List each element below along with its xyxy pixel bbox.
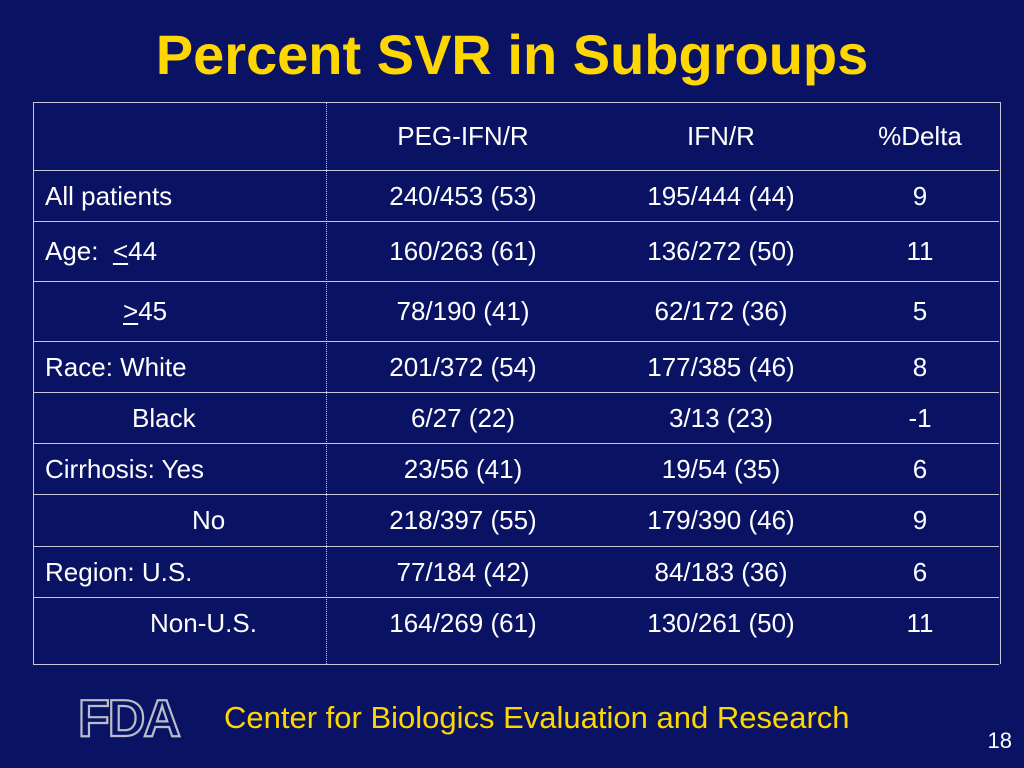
- row-label: Non-U.S.: [45, 598, 430, 639]
- row-label-prefix: Race: White: [45, 351, 187, 382]
- row-label: Region: U.S.: [45, 547, 325, 597]
- slide-title: Percent SVR in Subgroups: [155, 23, 869, 86]
- ifn-value: 130/261 (50): [647, 608, 795, 638]
- row-label-prefix: Non-U.S.: [150, 608, 257, 638]
- header-cell-peg-ifn-r: PEG-IFN/R: [397, 121, 529, 151]
- table-row: Race: White 201/372 (54) 177/385 (46) 8: [33, 342, 999, 393]
- peg-value: 201/372 (54): [389, 351, 537, 382]
- row-label-prefix: All patients: [45, 180, 173, 211]
- row-label: No: [45, 495, 472, 546]
- delta-value: 11: [906, 608, 934, 638]
- fda-logo-text: FDA: [78, 690, 180, 744]
- ifn-value: 177/385 (46): [647, 351, 795, 382]
- ifn-value: 62/172 (36): [654, 296, 788, 326]
- delta-value: 9: [912, 505, 928, 535]
- table-row: All patients 240/453 (53) 195/444 (44) 9: [33, 171, 999, 222]
- delta-value: 11: [906, 236, 934, 266]
- row-label: Race: White: [45, 342, 325, 392]
- peg-value: 218/397 (55): [389, 505, 537, 535]
- header-cell-ifn-r: IFN/R: [687, 121, 755, 151]
- row-label-prefix: No: [192, 505, 226, 535]
- table-row: Black 6/27 (22) 3/13 (23) -1: [33, 393, 999, 444]
- header-cell-label: [45, 103, 325, 170]
- row-label: >45: [45, 282, 403, 341]
- table-header-row: PEG-IFN/R IFN/R %Delta: [33, 103, 999, 171]
- delta-value: 6: [912, 453, 928, 484]
- results-table: [33, 102, 1001, 664]
- row-label-prefix: Region: U.S.: [45, 556, 193, 587]
- row-label: All patients: [45, 171, 325, 221]
- column-divider: [326, 103, 327, 664]
- header-cell-delta: %Delta: [878, 121, 962, 151]
- row-label-suffix: 45: [138, 296, 168, 326]
- table-row: Non-U.S. 164/269 (61) 130/261 (50) 11: [33, 598, 999, 665]
- row-label: Black: [45, 393, 412, 443]
- row-label-suffix: 44: [128, 236, 158, 266]
- delta-value: 6: [912, 556, 928, 587]
- fda-logo: FDA: [77, 690, 184, 744]
- ifn-value: 179/390 (46): [647, 505, 795, 535]
- delta-value: -1: [908, 402, 932, 433]
- center-name: Center for Biologics Evaluation and Rese…: [224, 700, 850, 735]
- table-row: Age: <44 160/263 (61) 136/272 (50) 11: [33, 222, 999, 282]
- ifn-value: 19/54 (35): [661, 453, 781, 484]
- peg-value: 78/190 (41): [396, 296, 530, 326]
- peg-value: 6/27 (22): [410, 402, 516, 433]
- row-label-prefix: Age:: [45, 236, 113, 266]
- greater-equal-symbol: >: [123, 296, 139, 326]
- table-row: No 218/397 (55) 179/390 (46) 9: [33, 495, 999, 547]
- row-label: Cirrhosis: Yes: [45, 444, 325, 494]
- page-number: 18: [987, 728, 1012, 753]
- ifn-value: 136/272 (50): [647, 236, 795, 266]
- less-equal-symbol: <: [112, 236, 129, 266]
- peg-value: 160/263 (61): [389, 236, 537, 266]
- ifn-value: 195/444 (44): [647, 180, 795, 211]
- peg-value: 77/184 (42): [396, 556, 530, 587]
- row-label: Age: <44: [45, 222, 325, 281]
- peg-value: 164/269 (61): [389, 608, 537, 638]
- delta-value: 9: [912, 180, 928, 211]
- peg-value: 240/453 (53): [389, 180, 537, 211]
- table-row: >45 78/190 (41) 62/172 (36) 5: [33, 282, 999, 342]
- delta-value: 5: [912, 296, 928, 326]
- table-row: Cirrhosis: Yes 23/56 (41) 19/54 (35) 6: [33, 444, 999, 495]
- row-label-prefix: Cirrhosis: Yes: [45, 453, 204, 484]
- ifn-value: 84/183 (36): [654, 556, 788, 587]
- peg-value: 23/56 (41): [403, 453, 523, 484]
- table-row: Region: U.S. 77/184 (42) 84/183 (36) 6: [33, 547, 999, 598]
- table-top-rule: [33, 102, 1001, 103]
- row-label-prefix: Black: [132, 402, 196, 433]
- ifn-value: 3/13 (23): [668, 402, 774, 433]
- delta-value: 8: [912, 351, 928, 382]
